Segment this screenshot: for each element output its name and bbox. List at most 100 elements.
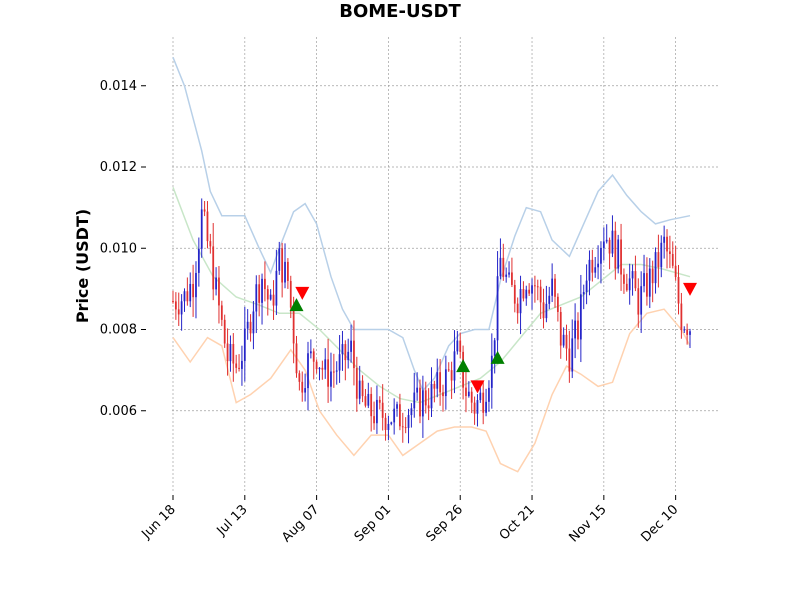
candle-body [657,252,660,268]
candle-body [381,402,384,418]
candle-body [344,344,347,361]
candle-body [482,392,485,413]
candle-body [246,321,249,329]
candle-body [390,422,393,424]
candle-body [508,272,510,275]
x-tick-label: Aug 07 [279,502,322,545]
candle-body [399,404,401,427]
candle-body [301,381,304,393]
candle-body [378,399,381,403]
y-axis-label: Price (USDT) [73,209,92,323]
candle-body [496,276,499,341]
candle-body [180,301,183,315]
candle-body [686,329,689,335]
candle-body [519,289,522,314]
candle-body [453,351,456,381]
candle-body [513,284,516,304]
candle-body [536,286,539,288]
x-axis-ticks: Jun 18 Jul 13 Aug 07 Sep 01 Sep 26 Oct 21 Nov … [139,495,681,545]
sell-signal-marker [295,286,310,300]
x-tick-label: Oct 21 [497,502,538,543]
candle-body [413,392,416,409]
candle-body [232,344,235,364]
candle-body [614,230,617,269]
candle-body [318,367,321,370]
candle-body [640,286,643,315]
candle-body [470,391,473,403]
candle-body [404,427,407,429]
candle-body [189,283,192,302]
candle-body [669,251,671,254]
candle-body [689,331,691,335]
candle-body [266,289,269,300]
candle-body [666,236,668,252]
candle-body [419,387,421,417]
candle-body [456,340,459,352]
candle-body [335,370,338,372]
candle-body [579,294,582,340]
candle-body [272,294,275,306]
candle-body [436,372,439,389]
candle-body [350,340,352,352]
candle-body [648,268,651,297]
candle-body [450,370,453,381]
candle-body [646,273,648,297]
candle-body [241,360,243,369]
candle-body [634,271,637,289]
y-axis-ticks: 0.006 0.008 0.010 0.012 0.014 [100,79,146,419]
candle-body [229,344,232,362]
grid-lines [172,37,720,492]
candle-body [295,343,298,374]
candle-body [637,288,640,315]
y-tick-label: 0.014 [100,79,137,94]
candle-body [459,340,462,352]
candle-body [298,373,301,382]
candle-body [502,257,505,277]
candle-body [643,273,645,287]
x-tick-label: Sep 01 [352,502,395,545]
candle-body [387,423,390,430]
candle-body [255,284,258,312]
candle-body [315,361,318,370]
candle-body [410,408,413,416]
candle-body [177,309,180,315]
candle-body [651,268,654,284]
candle-body [585,280,588,293]
candle-body [353,340,355,369]
middle-band-line [172,187,691,404]
candle-body [660,242,663,268]
candle-body [568,348,571,372]
candle-body [602,241,605,248]
lower-band-line [172,308,691,473]
candle-body [499,257,502,277]
candle-body [195,272,197,298]
candle-body [534,285,536,287]
candle-body [307,353,309,389]
buy-signal-marker [289,298,304,312]
y-tick-label: 0.010 [100,241,137,256]
candle-body [261,278,263,303]
candle-body [416,387,419,393]
candle-body [209,241,212,247]
candle-body [292,307,295,344]
signal-markers [289,282,697,394]
candle-body [516,303,519,314]
candle-body [321,367,324,370]
x-tick-label: Nov 15 [566,502,609,545]
candle-body [671,253,674,266]
candle-body [623,274,625,284]
candle-body [223,319,226,344]
y-tick-label: 0.008 [100,323,137,338]
candlesticks [172,198,691,444]
candle-body [312,351,315,362]
x-tick-label: Dec 10 [638,502,681,545]
candle-body [444,369,447,397]
candle-body [172,301,174,303]
candle-body [531,285,533,294]
candle-body [421,390,424,417]
candle-body [479,392,482,401]
bollinger-bands [172,57,691,473]
candle-body [554,278,556,297]
candle-body [511,272,513,285]
